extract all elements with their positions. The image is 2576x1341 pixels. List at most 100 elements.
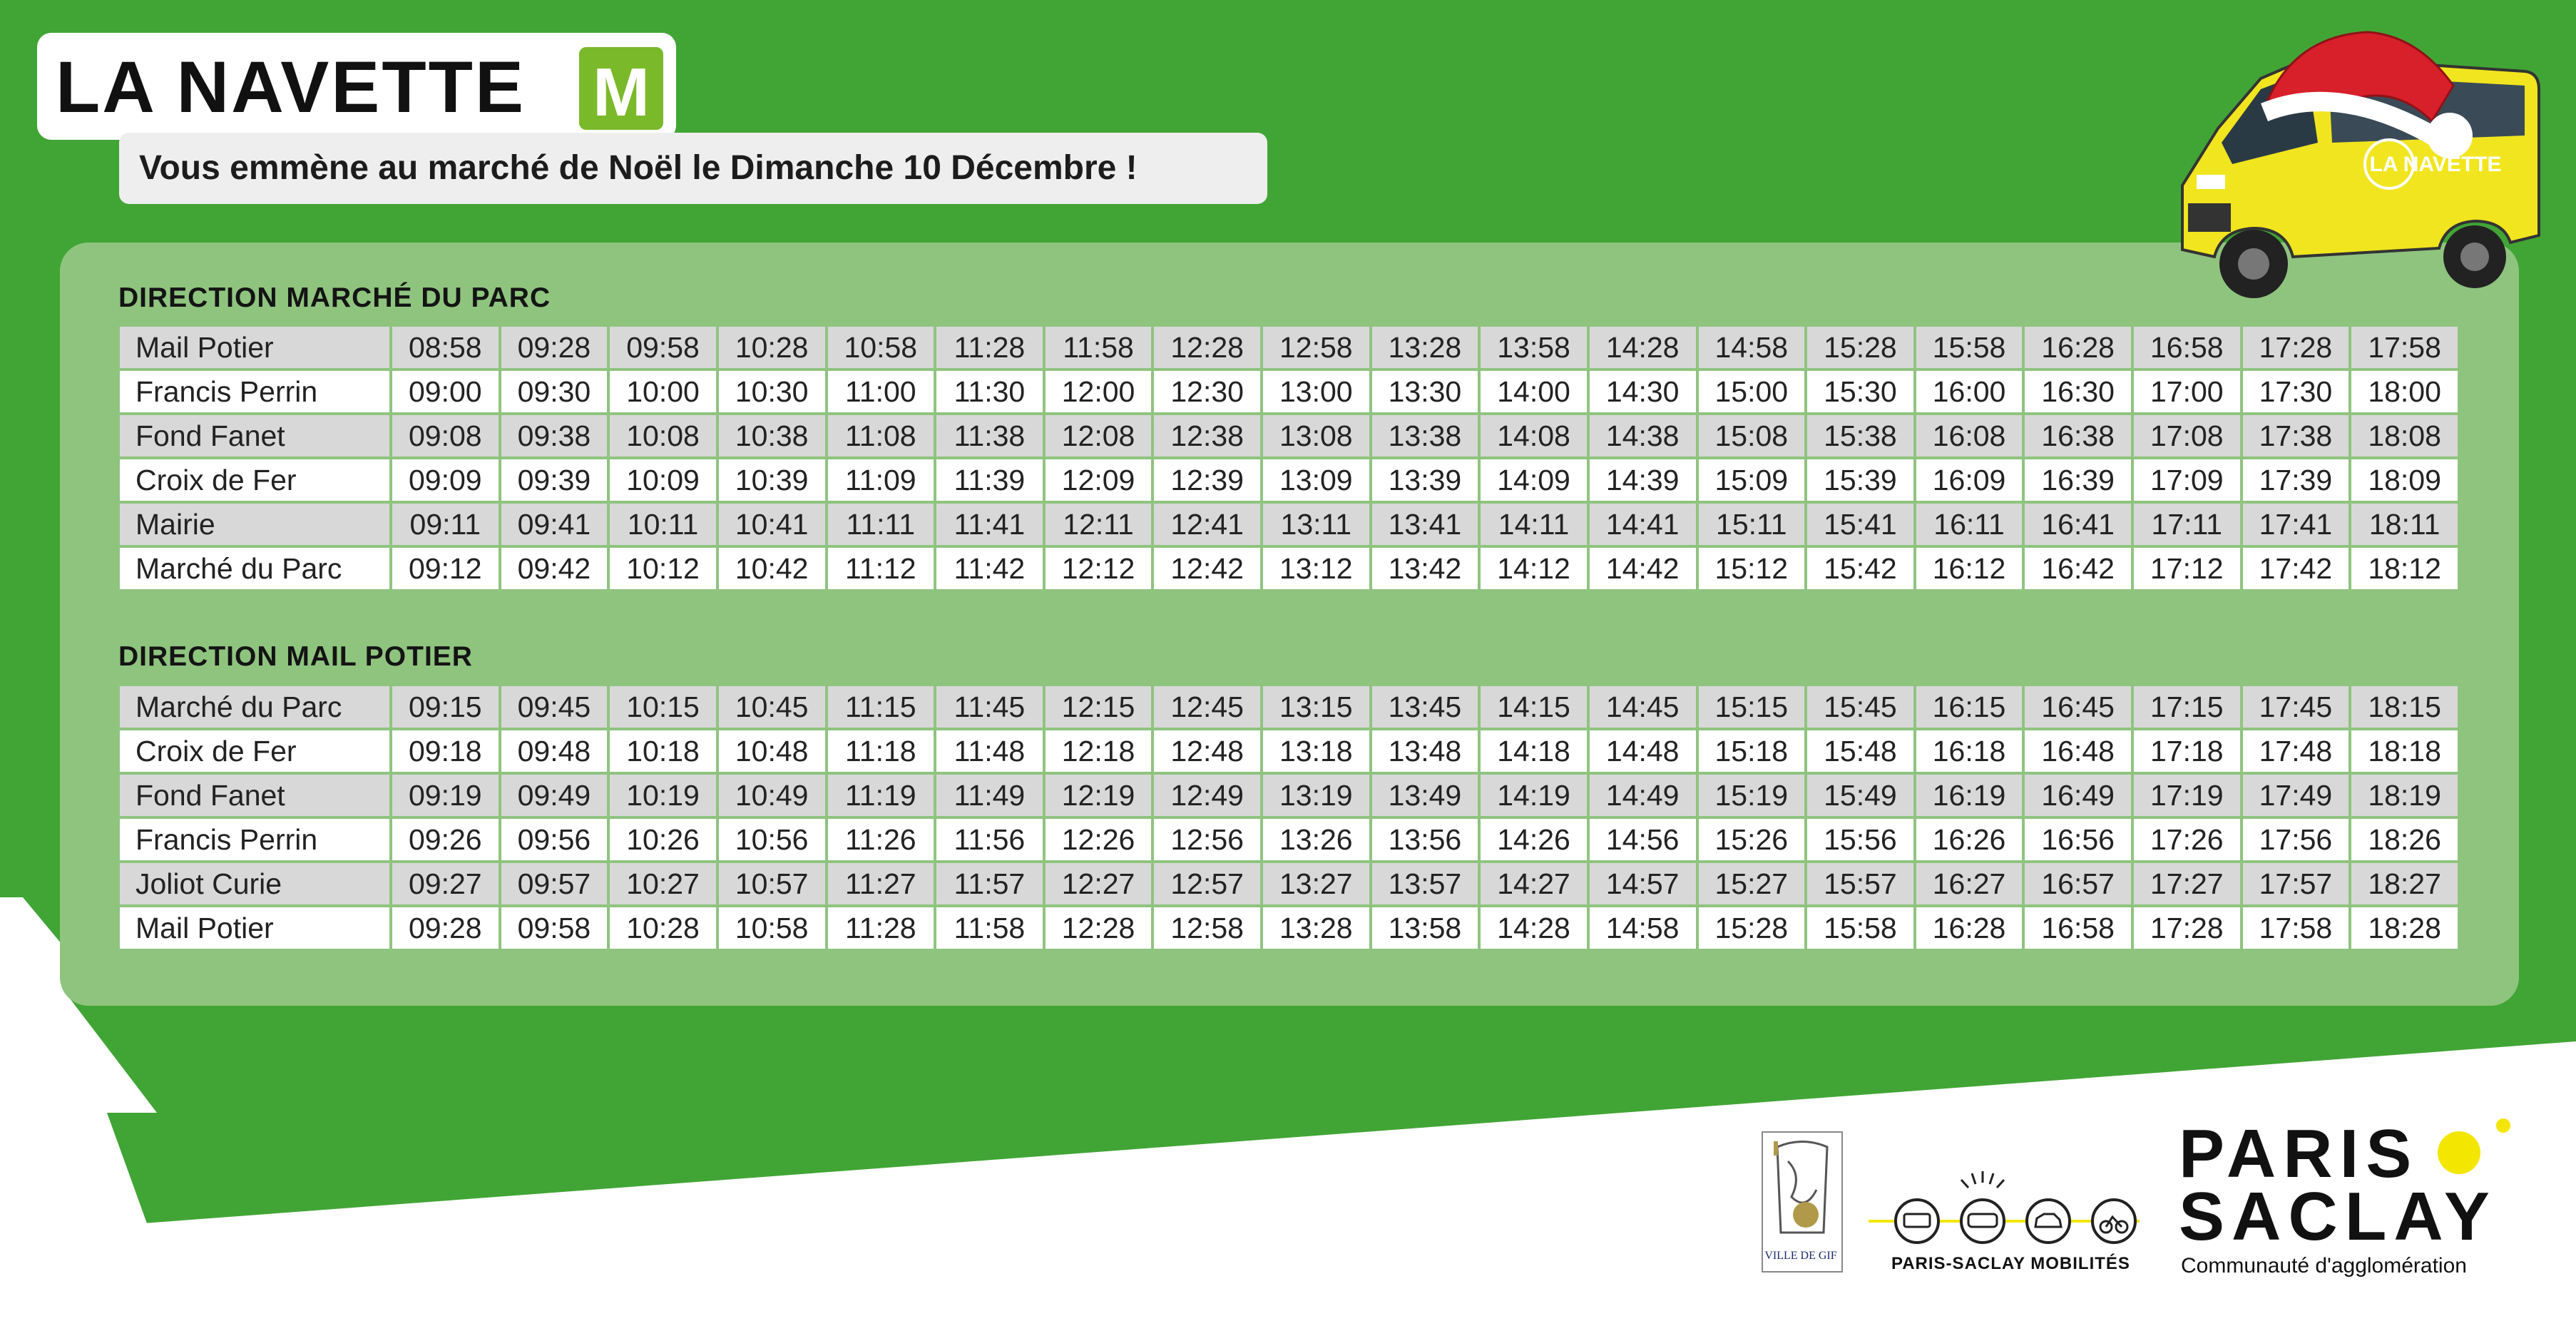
departure-time: 17:08 bbox=[2134, 415, 2240, 457]
stop-name: Croix de Fer bbox=[120, 730, 389, 772]
departure-time: 15:38 bbox=[1807, 415, 1913, 457]
departure-time: 14:48 bbox=[1589, 730, 1696, 772]
departure-time: 10:18 bbox=[610, 730, 716, 772]
departure-time: 11:30 bbox=[936, 371, 1043, 412]
christmas-tree-icon bbox=[0, 897, 157, 1241]
departure-time: 13:00 bbox=[1263, 371, 1369, 412]
direction-heading: DIRECTION MAIL POTIER bbox=[118, 641, 473, 672]
departure-time: 12:12 bbox=[1045, 548, 1152, 589]
departure-time: 11:42 bbox=[936, 548, 1043, 589]
direction-heading: DIRECTION MARCHÉ DU PARC bbox=[118, 282, 551, 313]
white-footer-wedge bbox=[0, 1041, 2576, 1341]
mobilites-logo bbox=[1869, 1171, 2140, 1244]
departure-time: 16:26 bbox=[1916, 819, 2023, 860]
departure-time: 15:27 bbox=[1698, 863, 1805, 904]
departure-time: 13:38 bbox=[1371, 415, 1478, 457]
bicycle-icon bbox=[2091, 1198, 2137, 1244]
departure-time: 12:38 bbox=[1154, 415, 1260, 457]
departure-time: 09:57 bbox=[501, 863, 608, 904]
departure-time: 17:30 bbox=[2242, 371, 2349, 412]
departure-time: 17:12 bbox=[2134, 548, 2240, 589]
departure-time: 14:11 bbox=[1481, 504, 1587, 545]
departure-time: 16:28 bbox=[2025, 327, 2131, 368]
departure-time: 15:18 bbox=[1698, 730, 1805, 772]
departure-time: 15:58 bbox=[1807, 907, 1913, 949]
departure-time: 16:57 bbox=[2025, 863, 2131, 904]
line-badge: M bbox=[575, 43, 668, 134]
timetable-row: Mail Potier 09:28 09:58 10:28 10:58 11:28 11:5… bbox=[120, 907, 2458, 949]
departure-time: 14:42 bbox=[1589, 548, 1696, 589]
departure-time: 14:00 bbox=[1481, 371, 1587, 412]
ville-de-gif-label: VILLE DE GIF bbox=[1764, 1250, 1837, 1262]
departure-time: 15:12 bbox=[1698, 548, 1805, 589]
timetable-row: Fond Fanet 09:19 09:49 10:19 10:49 11:19 11:49… bbox=[120, 775, 2458, 816]
departure-time: 13:09 bbox=[1263, 459, 1369, 501]
mobilites-label: PARIS-SACLAY MOBILITÉS bbox=[1891, 1254, 2130, 1273]
departure-time: 16:12 bbox=[1916, 548, 2023, 589]
stop-name: Fond Fanet bbox=[120, 775, 389, 816]
departure-time: 16:42 bbox=[2025, 548, 2131, 589]
departure-time: 10:15 bbox=[610, 686, 716, 728]
departure-time: 17:38 bbox=[2242, 415, 2349, 457]
departure-time: 16:09 bbox=[1916, 459, 2023, 501]
departure-time: 18:18 bbox=[2351, 730, 2458, 772]
departure-time: 10:11 bbox=[610, 504, 716, 545]
departure-time: 10:19 bbox=[610, 775, 716, 816]
departure-time: 10:38 bbox=[718, 415, 825, 457]
departure-time: 17:27 bbox=[2134, 863, 2240, 904]
departure-time: 10:28 bbox=[718, 327, 825, 368]
departure-time: 16:11 bbox=[1916, 504, 2023, 545]
departure-time: 18:08 bbox=[2351, 415, 2458, 457]
departure-time: 10:28 bbox=[610, 907, 716, 949]
departure-time: 10:42 bbox=[718, 548, 825, 589]
stop-name: Mairie bbox=[120, 504, 389, 545]
departure-time: 18:12 bbox=[2351, 548, 2458, 589]
departure-time: 13:49 bbox=[1371, 775, 1478, 816]
departure-time: 16:49 bbox=[2025, 775, 2131, 816]
departure-time: 16:08 bbox=[1916, 415, 2023, 457]
departure-time: 14:41 bbox=[1589, 504, 1696, 545]
departure-time: 12:00 bbox=[1045, 371, 1152, 412]
departure-time: 11:26 bbox=[827, 819, 934, 860]
timetable-direction-marche-du-parc: Mail Potier 08:58 09:28 09:58 10:28 10:58 11:2… bbox=[117, 324, 2460, 592]
departure-time: 18:28 bbox=[2351, 907, 2458, 949]
departure-time: 09:09 bbox=[392, 459, 499, 501]
departure-time: 09:56 bbox=[501, 819, 608, 860]
departure-time: 12:08 bbox=[1045, 415, 1152, 457]
departure-time: 17:58 bbox=[2351, 327, 2458, 368]
minibus-icon bbox=[1960, 1198, 2005, 1244]
stop-name: Mail Potier bbox=[120, 327, 389, 368]
departure-time: 11:08 bbox=[827, 415, 934, 457]
departure-time: 13:28 bbox=[1263, 907, 1369, 949]
departure-time: 11:00 bbox=[827, 371, 934, 412]
departure-time: 12:27 bbox=[1045, 863, 1152, 904]
departure-time: 10:56 bbox=[718, 819, 825, 860]
departure-time: 15:00 bbox=[1698, 371, 1805, 412]
departure-time: 16:58 bbox=[2134, 327, 2240, 368]
departure-time: 15:45 bbox=[1807, 686, 1913, 728]
departure-time: 13:15 bbox=[1263, 686, 1369, 728]
departure-time: 09:08 bbox=[392, 415, 499, 457]
event-subtitle: Vous emmène au marché de Noël le Dimanch… bbox=[119, 133, 1267, 204]
departure-time: 10:58 bbox=[827, 327, 934, 368]
departure-time: 17:57 bbox=[2242, 863, 2349, 904]
decorated-bus-with-santa-hat-icon: LA NAVETTE bbox=[2181, 31, 2540, 298]
car-icon bbox=[2025, 1198, 2071, 1244]
stop-name: Joliot Curie bbox=[120, 863, 389, 904]
timetable-direction-mail-potier: Marché du Parc 09:15 09:45 10:15 10:45 11:15 1… bbox=[117, 683, 2460, 952]
departure-time: 10:09 bbox=[610, 459, 716, 501]
departure-time: 12:48 bbox=[1154, 730, 1260, 772]
departure-time: 12:28 bbox=[1154, 327, 1260, 368]
departure-time: 14:30 bbox=[1589, 371, 1696, 412]
departure-time: 16:19 bbox=[1916, 775, 2023, 816]
timetable-row: Francis Perrin 09:00 09:30 10:00 10:30 11:00 1… bbox=[120, 371, 2458, 412]
departure-time: 15:08 bbox=[1698, 415, 1805, 457]
departure-time: 12:45 bbox=[1154, 686, 1260, 728]
departure-time: 17:18 bbox=[2134, 730, 2240, 772]
departure-time: 14:09 bbox=[1481, 459, 1587, 501]
departure-time: 17:09 bbox=[2134, 459, 2240, 501]
departure-time: 12:09 bbox=[1045, 459, 1152, 501]
departure-time: 15:39 bbox=[1807, 459, 1913, 501]
departure-time: 09:30 bbox=[501, 371, 608, 412]
timetable-row: Mairie 09:11 09:41 10:11 10:41 11:11 11:41 12:1… bbox=[120, 504, 2458, 545]
